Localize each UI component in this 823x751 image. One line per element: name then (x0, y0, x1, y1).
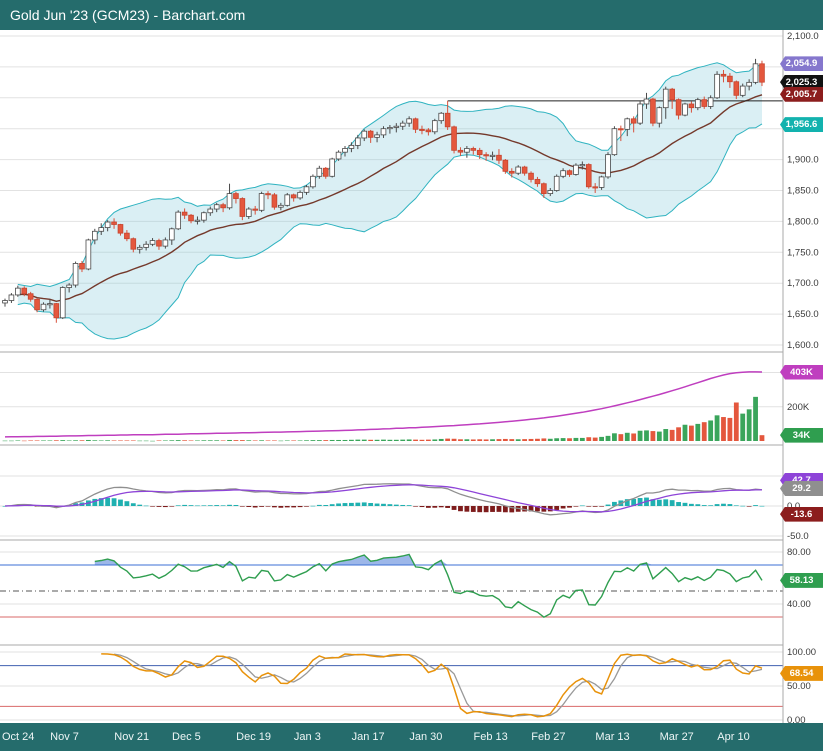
svg-text:-50.0: -50.0 (787, 531, 809, 542)
stoch-d-line (113, 653, 763, 717)
volume-bars (2, 396, 765, 442)
x-axis-tick-label: Jan 30 (409, 731, 443, 743)
badge-volume: 34K (780, 427, 823, 443)
svg-text:1,700.0: 1,700.0 (787, 278, 819, 289)
x-axis-tick-label: Feb 13 (473, 731, 508, 743)
badge-macd-histogram: -13.6 (780, 506, 823, 522)
svg-text:40.00: 40.00 (787, 599, 811, 610)
x-axis-bar: Oct 24 Nov 7 Nov 21 Dec 5 Dec 19 Jan 3 Jan 17 J… (0, 723, 823, 751)
x-axis-tick-label: Nov 7 (50, 731, 79, 743)
x-axis-tick-label: Oct 24 (2, 731, 35, 743)
moving-average-line (17, 94, 763, 303)
svg-text:1,750.0: 1,750.0 (787, 247, 819, 258)
rsi-overbought-fill (94, 554, 763, 565)
svg-text:1,800.0: 1,800.0 (787, 216, 819, 227)
x-axis-tick-label: Jan 3 (293, 731, 321, 743)
badge-open-interest: 403K (780, 364, 823, 380)
svg-text:50.00: 50.00 (787, 681, 811, 692)
svg-text:80.00: 80.00 (787, 547, 811, 558)
macd-line (4, 483, 763, 516)
rsi-line (94, 553, 763, 619)
open-interest-line (4, 371, 763, 438)
right-axis-labels: 2,100.0 1,900.0 1,850.0 1,800.0 1,750.0 1,700… (787, 31, 819, 726)
svg-text:0.00: 0.00 (787, 715, 806, 726)
badge-bollinger-lower: 1,956.6 (780, 117, 823, 133)
svg-text:200K: 200K (787, 402, 810, 413)
macd-signal-line (4, 484, 762, 513)
svg-text:2,100.0: 2,100.0 (787, 31, 819, 42)
chart-header: Gold Jun '23 (GCM23) - Barchart.com (0, 0, 823, 30)
stoch-k-line (101, 653, 763, 718)
svg-text:0.0: 0.0 (787, 501, 800, 512)
chart-title: Gold Jun '23 (GCM23) - Barchart.com (10, 7, 246, 23)
badge-last-price: 2,025.3 (780, 74, 823, 90)
x-axis-tick-label: Mar 13 (595, 731, 630, 743)
bollinger-lower-line (17, 123, 763, 340)
candles-layer (2, 58, 765, 323)
gridlines (0, 35, 783, 721)
svg-text:1,850.0: 1,850.0 (787, 186, 819, 197)
x-axis-tick-label: Jan 17 (351, 731, 385, 743)
x-axis-tick-label: Dec 19 (236, 731, 272, 743)
svg-text:1,650.0: 1,650.0 (787, 309, 819, 320)
badge-macd-line: 29.2 (780, 480, 823, 496)
x-axis-tick-label: Feb 27 (531, 731, 566, 743)
svg-text:100.00: 100.00 (787, 647, 816, 658)
badge-bollinger-upper: 2,054.9 (780, 56, 823, 72)
bollinger-band-fill (17, 62, 763, 340)
badge-rsi: 58.13 (780, 572, 823, 588)
svg-text:1,900.0: 1,900.0 (787, 155, 819, 166)
x-axis-tick-label: Mar 27 (659, 731, 694, 743)
svg-text:1,600.0: 1,600.0 (787, 340, 819, 351)
x-axis-tick-label: Dec 5 (172, 731, 201, 743)
x-axis-tick-label: Nov 21 (114, 731, 150, 743)
badge-stoch-k: 68.54 (780, 665, 823, 681)
badge-bollinger-mid: 2,005.7 (780, 86, 823, 102)
x-axis-tick-label: Apr 10 (717, 731, 750, 743)
